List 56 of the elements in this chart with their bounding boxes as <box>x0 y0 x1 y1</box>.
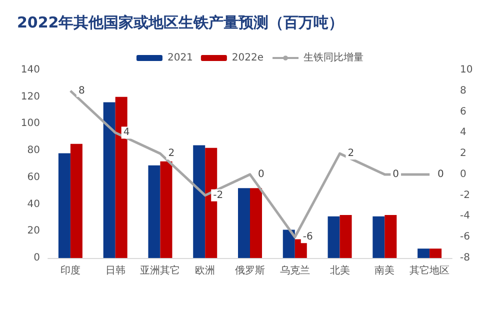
data-label: 2 <box>348 148 354 160</box>
y-tick-label: 140 <box>20 64 40 76</box>
y2-tick-label: 2 <box>460 148 466 160</box>
y2-tick-label: -4 <box>460 210 470 222</box>
x-tick-label: 其它地区 <box>410 264 450 276</box>
bar <box>115 96 128 258</box>
data-label: 0 <box>392 168 400 180</box>
y-tick-label: 0 <box>34 252 40 264</box>
y-tick-label: 60 <box>27 172 40 183</box>
bar <box>70 144 82 258</box>
data-label: -6 <box>302 232 313 243</box>
y-tick-label: 20 <box>27 226 40 237</box>
bar <box>160 161 172 258</box>
y2-tick-label: -6 <box>460 232 470 243</box>
y2-tick-label: 10 <box>460 64 473 76</box>
bar <box>238 188 250 258</box>
y-tick-label: 100 <box>20 118 40 130</box>
y2-tick-label: 0 <box>460 168 466 180</box>
y-tick-label: 80 <box>27 145 40 156</box>
bar <box>103 102 116 258</box>
bar <box>250 188 262 258</box>
x-tick-label: 南美 <box>374 264 395 276</box>
bar <box>328 216 340 258</box>
data-label: 8 <box>78 85 85 96</box>
legend-label: 2021 <box>167 52 193 64</box>
chart-title: 2022年其他国家或地区生铁产量预测（百万吨） <box>17 14 344 32</box>
data-label: -2 <box>213 190 224 201</box>
bar <box>58 153 70 258</box>
y-tick-label: 120 <box>20 91 40 102</box>
y-tick-label: 40 <box>27 198 40 210</box>
bar <box>282 230 295 258</box>
bar <box>384 215 397 258</box>
bar <box>340 215 352 258</box>
y2-tick-label: -2 <box>460 190 470 201</box>
y2-tick-label: 4 <box>460 127 466 138</box>
x-tick-label: 俄罗斯 <box>235 264 265 276</box>
data-label: 0 <box>258 168 264 180</box>
y2-tick-label: -8 <box>460 252 470 264</box>
x-tick-label: 亚洲其它 <box>140 264 180 276</box>
y2-tick-label: 8 <box>460 85 466 96</box>
y2-tick-label: 6 <box>460 106 466 118</box>
bar <box>372 216 385 258</box>
x-tick-label: 北美 <box>330 264 350 276</box>
data-label: 0 <box>438 168 444 180</box>
bar <box>418 248 430 258</box>
legend-label: 生铁同比增量 <box>304 52 364 64</box>
bar <box>193 145 206 258</box>
bar <box>148 165 160 258</box>
data-label: 4 <box>123 127 130 138</box>
x-tick-label: 欧洲 <box>195 264 216 276</box>
bar <box>430 248 442 258</box>
legend-label: 2022e <box>232 52 264 64</box>
x-tick-label: 乌克兰 <box>280 264 310 276</box>
data-label: 2 <box>168 148 175 160</box>
x-tick-label: 日韩 <box>105 264 126 276</box>
x-tick-label: 印度 <box>60 264 80 276</box>
